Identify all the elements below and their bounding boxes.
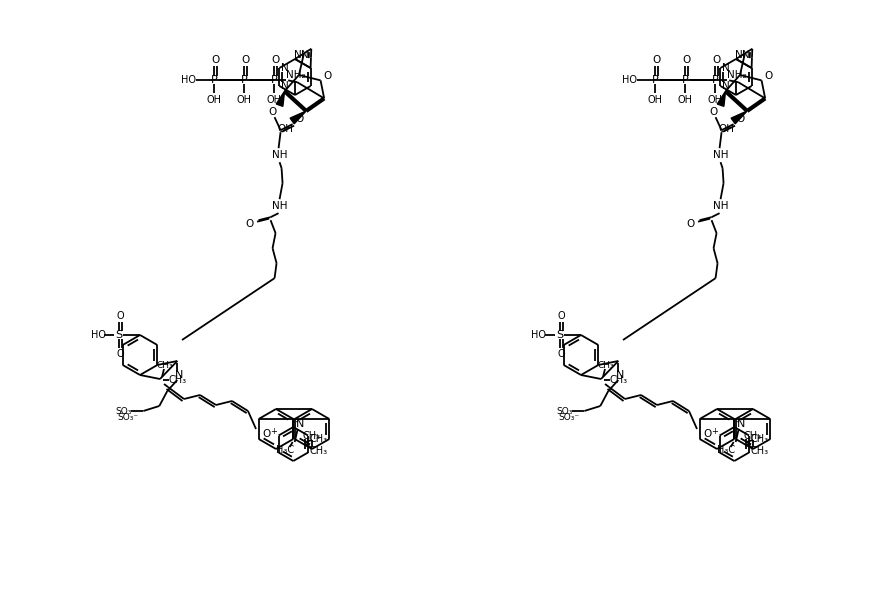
Text: O: O: [709, 107, 718, 117]
Text: N: N: [301, 50, 309, 60]
Text: P: P: [712, 76, 719, 86]
Text: O: O: [765, 71, 773, 81]
Text: CH₃: CH₃: [309, 434, 328, 444]
Text: H₃C: H₃C: [716, 445, 735, 455]
Text: NH: NH: [272, 150, 287, 160]
Text: HO: HO: [91, 330, 106, 340]
Text: O: O: [704, 429, 712, 439]
Text: N: N: [722, 81, 729, 91]
Text: CH₃: CH₃: [309, 446, 328, 456]
Text: NH: NH: [713, 201, 729, 211]
Text: O: O: [737, 114, 744, 124]
Text: P: P: [270, 76, 278, 86]
Text: O: O: [686, 219, 695, 229]
Text: O: O: [557, 311, 565, 321]
Text: HO: HO: [181, 76, 196, 86]
Text: N: N: [280, 63, 288, 73]
Text: O: O: [241, 55, 249, 65]
Text: HO: HO: [622, 76, 637, 86]
Text: O: O: [712, 55, 721, 65]
Text: P: P: [682, 76, 689, 86]
Text: N: N: [175, 370, 183, 380]
Text: P: P: [652, 76, 658, 86]
Text: SO₃: SO₃: [115, 407, 131, 415]
Polygon shape: [277, 91, 285, 106]
Text: N: N: [735, 50, 743, 60]
Text: N: N: [616, 370, 625, 380]
Text: N: N: [295, 419, 304, 429]
Text: NH₂: NH₂: [286, 70, 306, 80]
Text: O: O: [246, 219, 254, 229]
Text: CH₃: CH₃: [169, 375, 187, 385]
Text: P: P: [211, 76, 218, 86]
Text: O: O: [116, 311, 124, 321]
Text: O: O: [211, 55, 219, 65]
Text: O: O: [116, 349, 124, 359]
Text: OH: OH: [278, 124, 293, 134]
Text: OH: OH: [677, 96, 692, 106]
Text: NH: NH: [272, 201, 287, 211]
Text: N: N: [294, 50, 302, 60]
Text: O: O: [271, 55, 279, 65]
Polygon shape: [717, 91, 726, 106]
Text: OH: OH: [718, 124, 734, 134]
Text: +: +: [711, 427, 718, 435]
Text: CH₃: CH₃: [751, 434, 769, 444]
Text: O: O: [269, 107, 277, 117]
Text: OH: OH: [267, 96, 282, 106]
Text: N: N: [722, 63, 729, 73]
Text: CH₃: CH₃: [751, 446, 769, 456]
Text: HO: HO: [531, 330, 546, 340]
Text: SO₃: SO₃: [556, 407, 573, 415]
Text: CH₃: CH₃: [597, 360, 614, 369]
Text: +: +: [270, 427, 278, 435]
Text: N: N: [737, 419, 744, 429]
Text: NH: NH: [713, 150, 729, 160]
Polygon shape: [731, 111, 747, 124]
Text: O: O: [263, 429, 270, 439]
Text: N: N: [742, 50, 750, 60]
Text: CH₃: CH₃: [157, 360, 174, 369]
Text: P: P: [241, 76, 248, 86]
Text: OH: OH: [237, 96, 252, 106]
Text: NH₂: NH₂: [727, 70, 747, 80]
Text: H₃C: H₃C: [276, 445, 293, 455]
Text: CH₃: CH₃: [303, 431, 321, 441]
Text: O: O: [682, 55, 691, 65]
Text: S: S: [557, 330, 564, 340]
Text: O: O: [295, 114, 304, 124]
Text: CH₃: CH₃: [610, 375, 628, 385]
Text: OH: OH: [707, 96, 722, 106]
Text: SO₃⁻: SO₃⁻: [117, 414, 138, 422]
Text: O: O: [557, 349, 565, 359]
Text: S: S: [115, 330, 122, 340]
Text: O: O: [323, 71, 331, 81]
Text: SO₃⁻: SO₃⁻: [559, 414, 580, 422]
Text: O: O: [652, 55, 660, 65]
Polygon shape: [290, 111, 307, 124]
Text: OH: OH: [648, 96, 663, 106]
Text: OH: OH: [207, 96, 222, 106]
Text: N: N: [280, 81, 288, 91]
Text: CH₃: CH₃: [744, 431, 762, 441]
